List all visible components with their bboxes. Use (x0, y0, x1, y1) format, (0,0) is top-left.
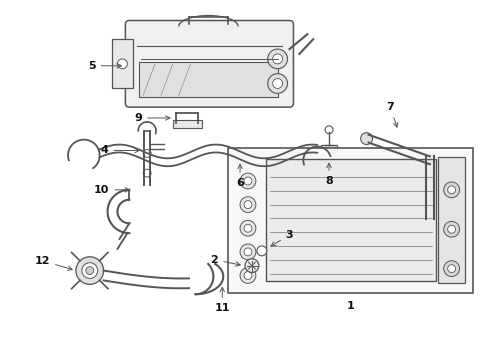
Circle shape (76, 257, 103, 284)
Circle shape (86, 267, 94, 275)
Circle shape (244, 224, 252, 232)
Bar (139, 62, 278, 97)
FancyBboxPatch shape (125, 21, 294, 107)
Circle shape (245, 259, 259, 273)
Circle shape (448, 186, 456, 194)
Text: 4: 4 (100, 145, 139, 156)
Circle shape (244, 248, 252, 256)
Circle shape (425, 222, 435, 232)
Circle shape (444, 221, 460, 237)
Circle shape (444, 261, 460, 276)
Circle shape (444, 182, 460, 198)
Circle shape (244, 177, 252, 185)
Text: 11: 11 (215, 287, 230, 313)
Circle shape (82, 263, 98, 278)
Text: 3: 3 (271, 230, 294, 246)
Circle shape (143, 169, 151, 177)
Circle shape (240, 197, 256, 212)
Bar (438, 157, 465, 283)
Bar (173, 120, 202, 128)
Bar (321, 145, 337, 158)
Circle shape (240, 220, 256, 236)
Circle shape (272, 78, 283, 89)
Bar (228, 148, 473, 293)
Text: 8: 8 (325, 163, 333, 186)
Text: 12: 12 (35, 256, 72, 270)
Bar (112, 39, 133, 89)
Circle shape (325, 126, 333, 134)
Circle shape (268, 49, 288, 69)
Text: 7: 7 (387, 102, 398, 127)
Circle shape (244, 271, 252, 279)
Text: 6: 6 (236, 164, 244, 188)
Circle shape (244, 201, 252, 208)
Circle shape (418, 215, 442, 239)
Circle shape (448, 265, 456, 273)
Circle shape (268, 74, 288, 93)
Circle shape (143, 149, 151, 157)
Text: 10: 10 (94, 185, 129, 195)
Circle shape (240, 173, 256, 189)
Circle shape (118, 59, 127, 69)
Text: 5: 5 (88, 61, 122, 71)
Circle shape (257, 246, 267, 256)
Circle shape (240, 267, 256, 283)
Text: 1: 1 (347, 301, 355, 311)
Circle shape (272, 54, 283, 64)
Circle shape (361, 133, 372, 145)
Bar (266, 159, 436, 282)
Circle shape (240, 244, 256, 260)
Text: 9: 9 (134, 113, 170, 123)
Circle shape (448, 225, 456, 233)
Text: 2: 2 (211, 255, 240, 266)
